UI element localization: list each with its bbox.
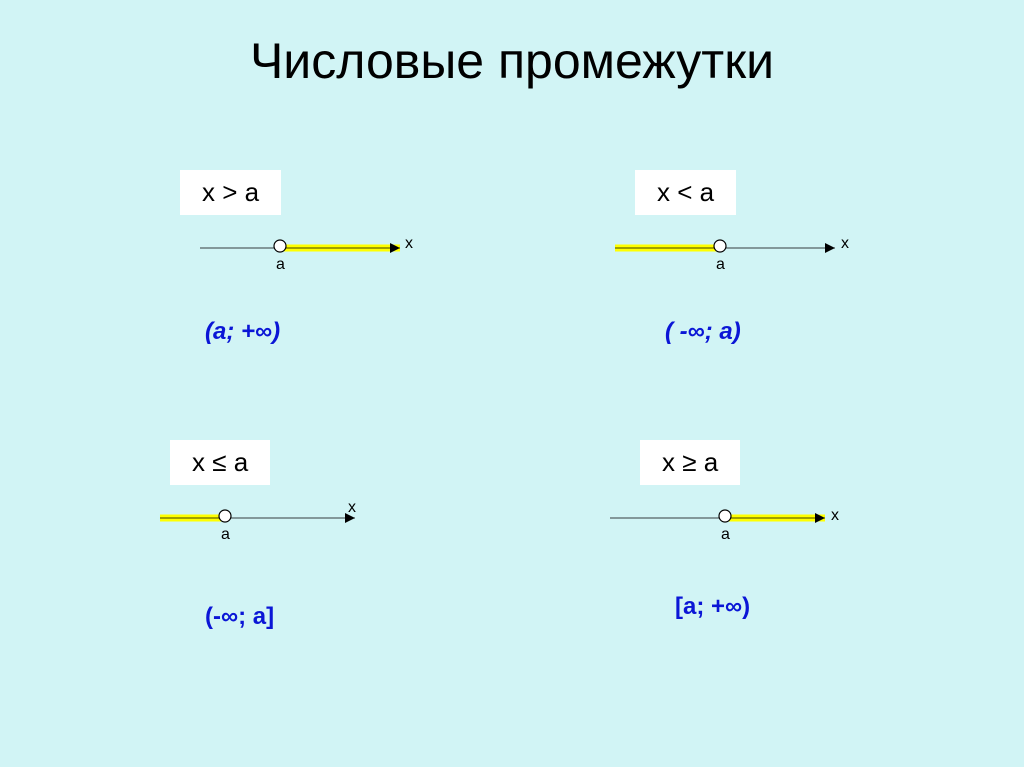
inequality-box: х ≥ a <box>640 440 740 485</box>
a-label: а <box>221 526 230 543</box>
x-label: х <box>348 503 356 516</box>
diagram-2: х < a х а ( -∞; a) <box>580 170 980 370</box>
number-line: х а <box>200 233 440 283</box>
number-line: х а <box>615 233 875 283</box>
a-label: а <box>721 526 730 543</box>
a-label: а <box>276 256 285 273</box>
interval-notation: [a; +∞) <box>675 593 750 620</box>
inequality-box: х < a <box>635 170 736 215</box>
diagram-3: х ≤ a х а (-∞; a] <box>140 440 540 640</box>
number-line: х а <box>160 503 400 553</box>
x-label: х <box>831 507 839 524</box>
interval-notation: (a; +∞) <box>205 318 280 345</box>
interval-notation: (-∞; a] <box>205 603 274 630</box>
inequality-box: х ≤ a <box>170 440 270 485</box>
page-title: Числовые промежутки <box>0 32 1024 90</box>
x-label: х <box>841 235 849 252</box>
x-label: х <box>405 235 413 252</box>
interval-notation: ( -∞; a) <box>665 318 741 345</box>
inequality-box: x > a <box>180 170 281 215</box>
diagram-4: х ≥ a х а [a; +∞) <box>580 440 980 640</box>
a-label: а <box>716 256 725 273</box>
number-line: х а <box>610 503 870 553</box>
diagram-1: x > a х а (a; +∞) <box>140 170 540 370</box>
